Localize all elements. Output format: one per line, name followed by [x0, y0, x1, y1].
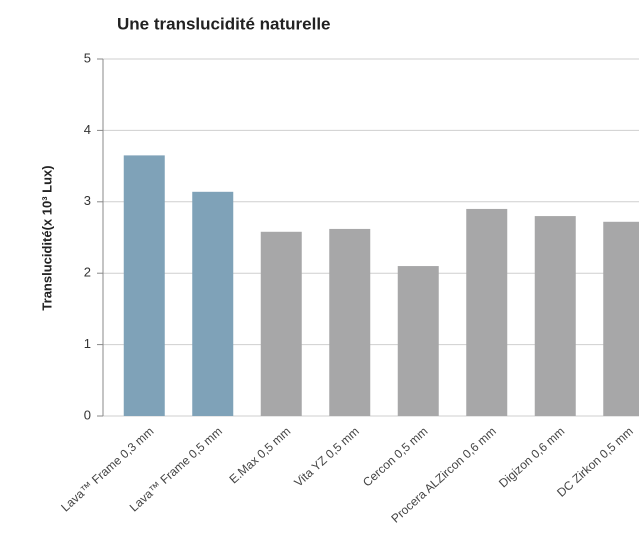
bar	[397, 266, 439, 416]
y-tick-label: 4	[84, 122, 91, 137]
bar	[466, 208, 508, 416]
chart-title: Une translucidité naturelle	[117, 14, 331, 33]
x-tick-label: E.Max 0,5 mm	[227, 424, 294, 486]
bar	[329, 228, 371, 416]
x-tick-label: Cercon 0,5 mm	[360, 424, 430, 489]
bar	[123, 155, 165, 416]
y-tick-label: 1	[84, 336, 91, 351]
x-tick-label: Digizon 0,6 mm	[496, 424, 567, 490]
bar	[260, 231, 302, 416]
bar	[192, 191, 234, 416]
y-tick-label: 0	[84, 407, 91, 422]
y-tick-label: 5	[84, 50, 91, 65]
x-tick-label: Vita YZ 0,5 mm	[291, 424, 362, 489]
y-axis-label: Translucidité(x 10³ Lux)	[39, 165, 54, 310]
y-tick-label: 3	[84, 193, 91, 208]
x-tick-label: DC Zirkon 0,5 mm	[554, 424, 636, 500]
y-tick-label: 2	[84, 265, 91, 280]
bar	[534, 216, 576, 416]
bar	[603, 221, 639, 416]
